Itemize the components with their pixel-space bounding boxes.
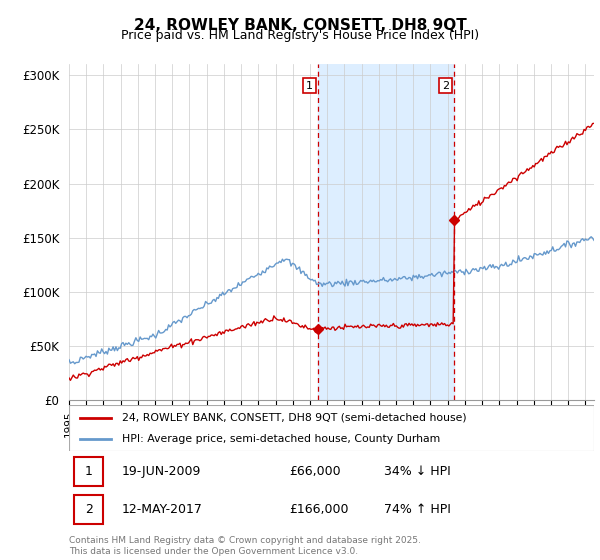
Text: 24, ROWLEY BANK, CONSETT, DH8 9QT: 24, ROWLEY BANK, CONSETT, DH8 9QT: [134, 18, 466, 33]
Text: 1: 1: [306, 81, 313, 91]
Text: 34% ↓ HPI: 34% ↓ HPI: [384, 465, 451, 478]
Text: £166,000: £166,000: [290, 503, 349, 516]
Bar: [318, 64, 454, 400]
Text: £66,000: £66,000: [290, 465, 341, 478]
Text: 2: 2: [442, 81, 449, 91]
Text: 12-MAY-2017: 12-MAY-2017: [121, 503, 202, 516]
Text: HPI: Average price, semi-detached house, County Durham: HPI: Average price, semi-detached house,…: [121, 435, 440, 444]
Text: 74% ↑ HPI: 74% ↑ HPI: [384, 503, 451, 516]
Text: 1: 1: [85, 465, 92, 478]
Text: 2: 2: [85, 503, 92, 516]
FancyBboxPatch shape: [74, 495, 103, 524]
Text: Price paid vs. HM Land Registry's House Price Index (HPI): Price paid vs. HM Land Registry's House …: [121, 29, 479, 42]
Text: 24, ROWLEY BANK, CONSETT, DH8 9QT (semi-detached house): 24, ROWLEY BANK, CONSETT, DH8 9QT (semi-…: [121, 413, 466, 423]
Text: Contains HM Land Registry data © Crown copyright and database right 2025.
This d: Contains HM Land Registry data © Crown c…: [69, 536, 421, 556]
FancyBboxPatch shape: [74, 458, 103, 486]
Text: 19-JUN-2009: 19-JUN-2009: [121, 465, 201, 478]
